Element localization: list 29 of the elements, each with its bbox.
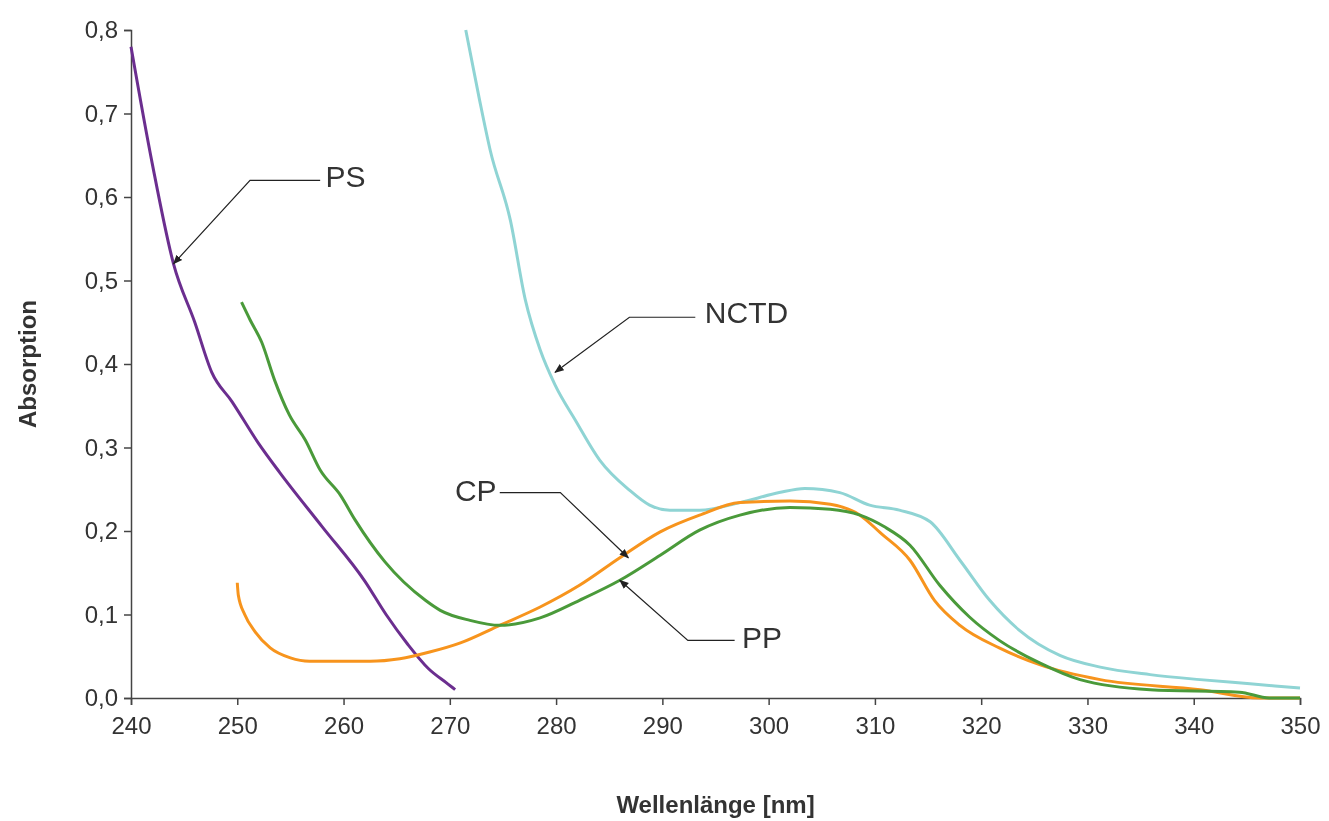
annotation: PS bbox=[325, 160, 366, 194]
y-tick-label: 0,3 bbox=[84, 433, 118, 461]
x-tick-label: 340 bbox=[1174, 712, 1215, 740]
x-tick-label: 280 bbox=[536, 712, 577, 740]
x-tick-label: 260 bbox=[324, 712, 365, 740]
x-tick-label: 240 bbox=[111, 712, 152, 740]
y-tick-label: 0,2 bbox=[84, 517, 118, 545]
y-axis-title: Absorption bbox=[14, 300, 41, 428]
y-tick-label: 0,6 bbox=[84, 183, 118, 211]
y-tick-label: 0,7 bbox=[84, 99, 118, 127]
line-series bbox=[240, 300, 1302, 700]
x-tick-label: 310 bbox=[855, 712, 896, 740]
annotation: PP bbox=[742, 620, 783, 654]
y-tick-label: 0,5 bbox=[84, 266, 118, 294]
line-series bbox=[129, 45, 457, 692]
x-tick-label: 290 bbox=[642, 712, 683, 740]
x-tick-label: 270 bbox=[430, 712, 471, 740]
x-tick-label: 250 bbox=[217, 712, 258, 740]
annotation: CP bbox=[454, 473, 497, 507]
y-tick-label: 0,0 bbox=[84, 684, 118, 712]
y-tick-label: 0,4 bbox=[84, 350, 118, 378]
x-tick-label: 300 bbox=[749, 712, 790, 740]
y-tick-label: 0,8 bbox=[84, 16, 118, 44]
x-tick-label: 320 bbox=[961, 712, 1002, 740]
annotation: NCTD bbox=[704, 295, 789, 329]
y-tick-label: 0,1 bbox=[84, 600, 118, 628]
x-tick-label: 330 bbox=[1067, 712, 1108, 740]
x-axis-title: Wellenlänge [nm] bbox=[616, 791, 815, 818]
x-tick-label: 350 bbox=[1280, 712, 1321, 740]
